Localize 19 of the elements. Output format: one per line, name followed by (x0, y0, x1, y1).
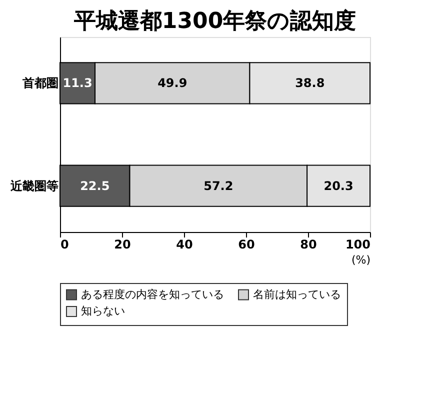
legend-label: 知らない (81, 304, 125, 318)
x-axis-title: (%) (351, 254, 370, 266)
x-tick-label: 40 (176, 238, 193, 252)
x-tick-label: 80 (300, 238, 317, 252)
data-label: 22.5 (80, 178, 110, 193)
y-tick-label: 首都圏 (22, 76, 58, 90)
data-label: 11.3 (62, 76, 92, 90)
y-tick-label: 近畿圏等 (10, 178, 58, 193)
data-label: 20.3 (324, 178, 354, 193)
x-tick-label: 100 (345, 238, 370, 252)
data-label: 57.2 (204, 178, 234, 193)
x-tick-label: 0 (60, 238, 69, 252)
data-label: 38.8 (295, 76, 325, 90)
chart-title: 平城遷都1300年祭の認知度 (72, 8, 356, 34)
x-tick-label: 20 (114, 238, 131, 252)
x-tick-label: 60 (238, 238, 255, 252)
legend-label: 名前は知っている (253, 288, 341, 301)
data-label: 49.9 (158, 76, 188, 90)
legend-label: ある程度の内容を知っている (81, 288, 224, 301)
